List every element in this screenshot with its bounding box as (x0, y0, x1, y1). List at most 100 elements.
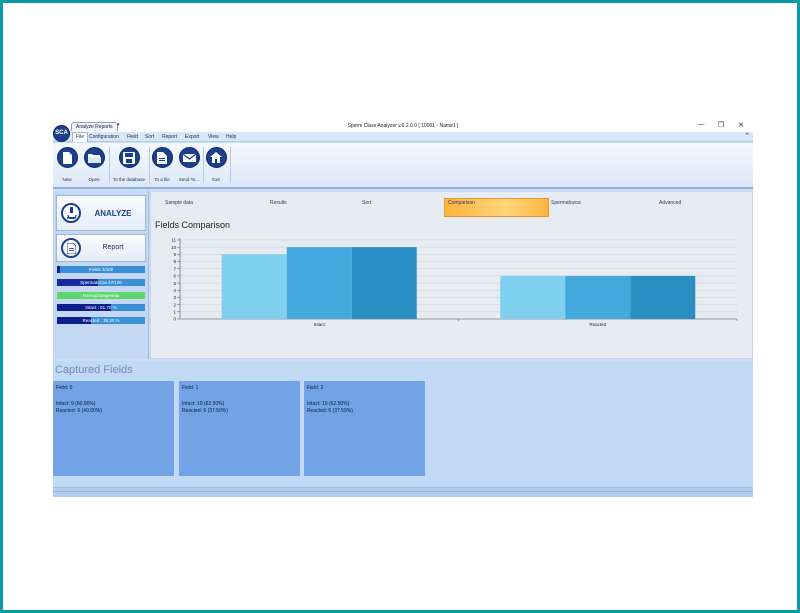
field-card-2[interactable]: Field: 2 Intact: 10 (62.50%) Reacted: 6 … (304, 381, 425, 476)
save-disk-icon (118, 147, 140, 168)
open-folder-icon (83, 147, 105, 168)
field-card-0[interactable]: Field: 0 Intact: 9 (60.00%) Reacted: 6 (… (53, 381, 174, 476)
bar-intact-2 (351, 247, 417, 319)
field-reacted: Reacted: 6 (37.50%) (182, 408, 228, 414)
field-name: Field: 2 (307, 385, 324, 391)
tab-sort[interactable]: Sort (362, 200, 372, 206)
menu-view[interactable]: View (208, 134, 219, 140)
tab-advanced[interactable]: Advanced (659, 200, 682, 206)
status-bar-4: Reacted : 38.30 % (57, 317, 145, 324)
status-bar-3: Intact : 61.70 % (57, 304, 145, 311)
send-to-button[interactable]: Send To... (176, 147, 202, 182)
y-tick-label: 0 (173, 317, 176, 322)
bar-reacted-0 (500, 275, 566, 319)
exit-button[interactable]: Exit (204, 147, 228, 182)
y-tick-label: 10 (171, 245, 177, 250)
status-divider (53, 491, 753, 492)
window-title: Sperm Class Analyzer v.6.2.0.0 [ 10001 -… (347, 123, 459, 129)
minimize-button[interactable]: — (697, 121, 705, 128)
status-bar-label: Normozoospermia (82, 293, 120, 298)
bar-intact-1 (286, 247, 352, 319)
microscope-icon (61, 203, 81, 223)
app-logo[interactable]: SCA (53, 125, 70, 142)
field-name: Field: 1 (182, 385, 199, 391)
fields-comparison-chart: 0 1 2 3 4 5 6 7 8 9 10 11 Intact Reacted (171, 238, 738, 327)
y-tick-label: 3 (173, 295, 176, 300)
document-tab[interactable]: Analyze Reports (71, 122, 118, 131)
y-tick-label: 2 (173, 302, 176, 307)
x-tick-label: Reacted (589, 322, 606, 327)
field-intact: Intact: 9 (60.00%) (56, 401, 96, 407)
main-panel: Sample data Results Sort Comparison Sper… (150, 191, 753, 359)
menu-report[interactable]: Report (162, 134, 178, 140)
left-panel: ANALYZE Report Fields 3/100 Spermatozoa 4… (53, 191, 149, 359)
home-icon (205, 147, 227, 168)
menu-file[interactable]: File (72, 132, 89, 142)
field-reacted: Reacted: 6 (40.00%) (56, 408, 102, 414)
close-button[interactable]: ✕ (738, 122, 744, 129)
status-bar-fill (57, 279, 99, 286)
menu-help[interactable]: Help (226, 134, 237, 140)
status-strip (53, 487, 753, 497)
open-button[interactable]: Open (82, 147, 106, 182)
content-tabs: Sample data Results Sort Comparison Sper… (151, 196, 753, 217)
captured-fields-panel: Captured Fields Field: 0 Intact: 9 (60.0… (53, 361, 753, 497)
status-bar-fill (57, 317, 91, 324)
to-the-database-button[interactable]: To the database (110, 147, 148, 182)
status-bar-label: Reacted : 38.30 % (82, 318, 120, 323)
y-tick-label: 9 (173, 252, 176, 257)
menu-sort[interactable]: Sort (145, 134, 155, 140)
report-document-icon (61, 238, 81, 258)
y-tick-label: 4 (173, 288, 176, 293)
ribbon-separator (149, 147, 150, 183)
menu-bar: File Configuration Field Sort Report Exp… (53, 132, 753, 142)
status-bar-fill (57, 292, 145, 299)
menu-configuration[interactable]: Configuration (89, 134, 119, 140)
collapse-ribbon-icon[interactable]: ⌃ (744, 133, 750, 140)
send-mail-icon (178, 147, 200, 168)
ribbon-toolbar: New Open To the database To a fil (53, 143, 753, 189)
tab-comparison-highlight (444, 198, 549, 217)
status-bar-label: Intact : 61.70 % (85, 305, 117, 310)
to-a-file-button[interactable]: To a file (150, 147, 174, 182)
field-intact: Intact: 10 (62.50%) (182, 401, 225, 407)
report-button[interactable]: Report (56, 234, 146, 262)
captured-fields-title: Captured Fields (55, 364, 133, 376)
analyze-button[interactable]: ANALYZE (56, 195, 146, 231)
status-bar-label: Spermatozoa 47/100 (80, 280, 122, 285)
tab-dropdown-icon[interactable]: ▾ (117, 122, 120, 128)
ribbon-separator (203, 147, 204, 183)
ribbon-separator (109, 147, 110, 183)
field-reacted: Reacted: 6 (37.50%) (307, 408, 353, 414)
to-a-file-label: To a file (154, 177, 170, 182)
status-bar-fill (57, 266, 60, 273)
open-label: Open (88, 177, 100, 182)
tab-spermatozoa[interactable]: Spermatozoa (551, 200, 581, 206)
tab-results[interactable]: Results (270, 200, 287, 206)
status-bar-label: Fields 3/100 (88, 267, 114, 272)
status-bar-fill (57, 304, 112, 311)
to-the-database-label: To the database (112, 177, 146, 182)
tab-sample-data[interactable]: Sample data (165, 200, 194, 206)
y-tick-label: 11 (171, 238, 176, 243)
y-tick-label: 8 (173, 259, 176, 264)
field-intact: Intact: 10 (62.50%) (307, 401, 350, 407)
new-button[interactable]: New (56, 147, 78, 182)
field-card-1[interactable]: Field: 1 Intact: 10 (62.50%) Reacted: 6 … (179, 381, 300, 476)
exit-label: Exit (212, 177, 220, 182)
field-name: Field: 0 (56, 385, 73, 391)
y-tick-label: 1 (173, 310, 176, 315)
analyze-label: ANALYZE (94, 209, 132, 218)
menu-export[interactable]: Export (185, 134, 200, 140)
menu-field[interactable]: Field (127, 134, 138, 140)
x-tick-label: Intact (314, 322, 326, 327)
ribbon-separator (230, 147, 231, 183)
chart-title: Fields Comparison (155, 220, 231, 230)
bar-reacted-1 (565, 275, 631, 319)
send-to-label: Send To... (178, 177, 200, 182)
restore-button[interactable]: ❐ (717, 122, 725, 129)
tab-comparison[interactable]: Comparison (448, 200, 475, 206)
status-bar-0: Fields 3/100 (57, 266, 145, 273)
status-bar-1: Spermatozoa 47/100 (57, 279, 145, 286)
